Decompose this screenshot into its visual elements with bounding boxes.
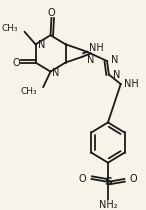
Text: O: O [130, 174, 137, 184]
Text: N: N [111, 55, 118, 65]
Text: N: N [52, 68, 60, 77]
Text: N: N [38, 40, 46, 50]
Text: O: O [13, 58, 20, 68]
Text: N: N [87, 55, 94, 65]
Text: NH: NH [89, 43, 104, 53]
Text: CH₃: CH₃ [20, 87, 37, 96]
Text: O: O [78, 174, 86, 184]
Text: NH: NH [124, 79, 139, 89]
Text: S: S [104, 177, 112, 187]
Text: N: N [113, 71, 120, 80]
Text: O: O [48, 8, 55, 18]
Text: NH₂: NH₂ [99, 200, 117, 210]
Text: CH₃: CH₃ [2, 24, 18, 33]
